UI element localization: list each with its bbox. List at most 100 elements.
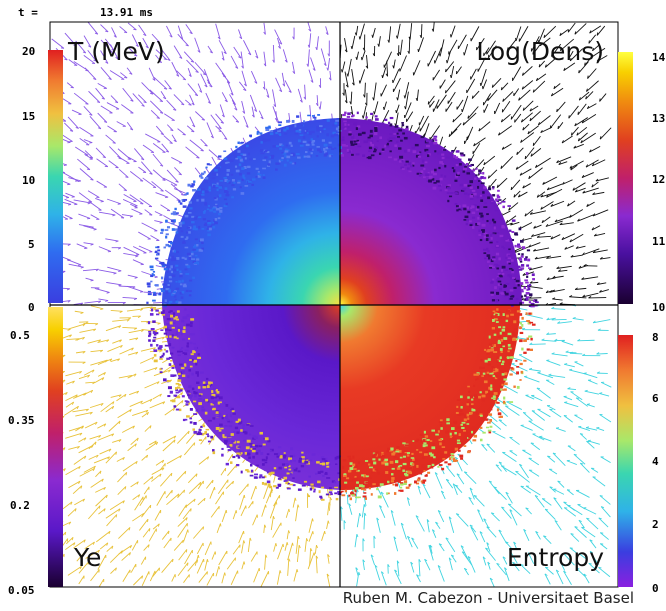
speckle: [235, 157, 239, 160]
velocity-arrow-head: [522, 272, 526, 276]
velocity-arrow: [132, 512, 145, 522]
velocity-arrow: [132, 259, 144, 265]
velocity-arrow: [85, 381, 96, 384]
speckle: [245, 144, 249, 148]
speckle: [495, 252, 500, 256]
speckle: [260, 452, 264, 455]
velocity-arrow-head: [567, 203, 570, 207]
velocity-arrow: [67, 508, 77, 517]
velocity-arrow: [572, 182, 586, 191]
speckle: [480, 182, 485, 185]
speckle: [337, 143, 341, 147]
speckle: [173, 394, 176, 397]
velocity-arrow: [134, 496, 144, 511]
speckle: [324, 473, 328, 475]
velocity-arrow-head: [82, 361, 86, 364]
speckle: [520, 370, 523, 374]
velocity-arrow-head: [363, 94, 366, 98]
speckle: [292, 477, 295, 479]
velocity-arrow-head: [327, 53, 330, 57]
speckle: [156, 313, 160, 316]
velocity-arrow: [569, 369, 587, 375]
speckle: [237, 180, 241, 183]
speckle: [159, 356, 162, 359]
velocity-arrow-head: [561, 140, 564, 144]
speckle: [322, 475, 325, 477]
speckle: [307, 114, 311, 117]
velocity-arrow-head: [263, 63, 267, 67]
velocity-arrow: [148, 67, 156, 81]
speckle: [160, 228, 164, 232]
velocity-arrow-head: [496, 184, 499, 188]
speckle: [344, 481, 348, 484]
velocity-arrow-head: [71, 537, 74, 541]
speckle: [490, 201, 495, 204]
speckle: [534, 301, 539, 304]
velocity-arrow: [423, 123, 430, 140]
speckle: [360, 488, 365, 491]
velocity-arrow-head: [106, 542, 109, 546]
velocity-arrow-head: [294, 497, 297, 501]
velocity-arrow: [445, 61, 455, 73]
speckle: [174, 290, 177, 293]
velocity-arrow-head: [569, 214, 572, 218]
speckle: [366, 138, 370, 142]
speckle: [370, 112, 373, 116]
velocity-arrow: [73, 539, 86, 549]
speckle: [416, 172, 420, 175]
velocity-arrow: [129, 337, 139, 341]
speckle: [209, 225, 213, 228]
speckle: [507, 332, 512, 336]
velocity-arrow-head: [583, 372, 587, 374]
speckle: [509, 373, 513, 376]
velocity-arrow-head: [178, 173, 182, 176]
speckle: [505, 282, 510, 285]
speckle: [357, 145, 362, 148]
speckle: [185, 273, 190, 275]
velocity-arrow: [65, 394, 78, 402]
velocity-arrow: [286, 530, 290, 540]
velocity-arrow-head: [115, 56, 119, 60]
speckle: [497, 283, 501, 286]
speckle: [475, 208, 479, 211]
velocity-arrow: [105, 325, 121, 332]
velocity-arrow-head: [92, 468, 96, 472]
speckle: [211, 207, 216, 210]
speckle: [318, 490, 321, 494]
velocity-arrow: [411, 537, 419, 549]
speckle: [501, 224, 505, 228]
speckle: [451, 150, 454, 153]
speckle: [468, 436, 471, 439]
velocity-arrow: [68, 480, 81, 489]
speckle: [508, 248, 511, 251]
ticks-temperature: 20 15 10 5 0: [22, 45, 35, 314]
speckle: [373, 132, 378, 136]
velocity-arrow: [404, 102, 412, 119]
velocity-arrow: [519, 168, 532, 176]
speckle: [184, 364, 187, 367]
velocity-arrow-head: [133, 298, 138, 301]
velocity-arrow: [65, 465, 81, 476]
velocity-arrow: [326, 573, 331, 587]
velocity-arrow-head: [327, 554, 330, 558]
credit-text: Ruben M. Cabezon - Universitaet Basel: [343, 589, 634, 607]
speckle: [495, 368, 499, 372]
speckle: [502, 313, 505, 317]
speckle: [397, 465, 400, 469]
speckle: [197, 216, 202, 219]
velocity-arrow: [563, 570, 572, 585]
velocity-arrow-head: [528, 175, 531, 179]
velocity-arrow: [327, 554, 330, 564]
speckle: [519, 260, 523, 263]
speckle: [513, 328, 518, 330]
velocity-arrow: [152, 169, 166, 181]
speckle: [422, 456, 425, 459]
velocity-arrow: [160, 204, 171, 212]
speckle: [521, 323, 524, 327]
speckle: [401, 168, 405, 171]
speckle: [308, 132, 312, 136]
velocity-arrow: [122, 87, 134, 102]
velocity-arrow: [296, 545, 300, 563]
speckle: [408, 484, 411, 487]
speckle: [247, 152, 250, 156]
